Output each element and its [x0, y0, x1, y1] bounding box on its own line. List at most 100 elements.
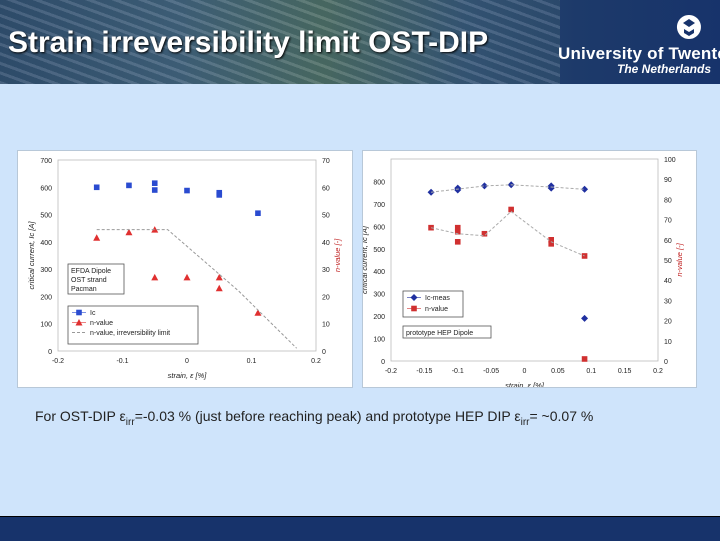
university-logo-icon [676, 15, 701, 39]
y-tick-label: 400 [40, 240, 52, 247]
legend-swatch [76, 309, 82, 316]
data-point [216, 192, 223, 198]
x-tick-label: 0.05 [551, 368, 565, 375]
y2-tick-label: 40 [664, 278, 672, 285]
y2-tick-label: 100 [664, 157, 676, 164]
x-tick-label: 0.2 [653, 368, 663, 375]
irr-subscript: irr [520, 416, 530, 428]
conclusion-text: For OST-DIP εirr=-0.03 % (just before re… [35, 408, 593, 428]
annotation-text: prototype HEP Dipole [406, 330, 473, 337]
conclusion-middle: =-0.03 % (just before reaching peak) and… [134, 408, 515, 424]
y2-tick-label: 30 [322, 267, 330, 274]
y-axis-label: critical current, Ic [A] [363, 225, 369, 294]
legend-label: Ic-meas [425, 295, 450, 302]
header-photo [0, 0, 560, 84]
data-point [126, 182, 132, 189]
series-line [430, 210, 585, 257]
y2-tick-label: 0 [664, 359, 668, 366]
header-banner: Strain irreversibility limit OST-DIP Uni… [0, 0, 720, 84]
y2-tick-label: 30 [664, 298, 672, 305]
data-point [184, 187, 190, 194]
y-tick-label: 600 [373, 224, 385, 231]
y-tick-label: 500 [40, 213, 52, 220]
data-point [581, 185, 589, 193]
data-point [254, 309, 262, 316]
y-tick-label: 600 [40, 185, 52, 192]
y-tick-label: 100 [40, 322, 52, 329]
y2-tick-label: 0 [322, 349, 326, 356]
y-tick-label: 400 [373, 269, 385, 276]
epsilon-symbol: ε [514, 408, 521, 424]
x-tick-label: 0 [523, 368, 527, 375]
y-tick-label: 0 [48, 349, 52, 356]
data-point [255, 210, 261, 217]
y2-tick-label: 20 [664, 319, 672, 326]
series-line [96, 229, 298, 349]
y-tick-label: 100 [373, 337, 385, 344]
y2-tick-label: 50 [322, 213, 330, 220]
annotation-text: OST strand [71, 277, 107, 284]
data-point [481, 230, 488, 237]
data-point [183, 273, 191, 281]
legend-box [67, 305, 199, 345]
data-point [151, 180, 158, 186]
chart-ofs-dip: 0 100 200 300 400 500 600 700 0 10 20 30 40 50 60 70 -0.… [27, 158, 342, 380]
y2-tick-label: 60 [664, 238, 672, 245]
chart-panel-left: 0 100 200 300 400 500 600 700 0 10 20 30 40 50 60 70 -0.… [17, 150, 353, 388]
x-tick-label: -0.1 [452, 368, 464, 375]
x-tick-label: 0.1 [586, 368, 596, 375]
y-tick-label: 0 [381, 359, 385, 366]
y-tick-label: 300 [373, 292, 385, 299]
epsilon-symbol: ε [119, 408, 126, 424]
university-country: The Netherlands [617, 62, 712, 76]
y-tick-label: 200 [40, 294, 52, 301]
x-tick-label: -0.1 [116, 358, 128, 365]
annotation-box [402, 325, 492, 339]
legend-swatch [75, 319, 83, 326]
y-tick-label: 800 [373, 179, 385, 186]
legend-label: n-value [425, 306, 448, 313]
x-axis-label: strain, ε [%] [505, 381, 545, 387]
data-point [215, 284, 223, 292]
x-tick-label: 0.2 [311, 358, 321, 365]
university-name: University of Twente [558, 44, 720, 63]
legend-label: n-value [90, 320, 113, 327]
footer-bar [0, 516, 720, 541]
annotation-box [67, 263, 125, 295]
data-point [427, 188, 435, 196]
annotation-text: Pacman [71, 286, 97, 293]
x-tick-label: -0.2 [52, 358, 64, 365]
irr-subscript: irr [125, 416, 135, 428]
chart-hep-dipole: 0100200300400500600700800010203040506070… [360, 157, 684, 390]
y2-axis-label: n-value [-] [675, 242, 684, 276]
data-point [581, 253, 588, 259]
x-tick-label: -0.05 [483, 368, 499, 375]
x-tick-label: -0.2 [385, 368, 397, 375]
annotation-text: EFDA Dipole [71, 268, 111, 275]
data-point [548, 237, 554, 243]
data-point [93, 184, 100, 191]
conclusion-prefix: For OST-DIP [35, 408, 120, 424]
x-axis-label: strain, ε [%] [168, 371, 208, 380]
y2-tick-label: 60 [322, 185, 330, 192]
legend-label: n-value, irreversibility limit [90, 330, 170, 337]
data-point [548, 241, 554, 247]
data-point [151, 187, 158, 193]
y2-tick-label: 10 [322, 322, 330, 329]
data-point [93, 234, 101, 241]
x-tick-label: 0.15 [618, 368, 632, 375]
chart-panel-right: 0 100 200 300 400 500 600 700 800 0 10 20 30 40 50 60 70… [360, 150, 697, 390]
y-tick-label: 300 [40, 267, 52, 274]
y2-tick-label: 80 [664, 197, 672, 204]
y2-tick-label: 20 [322, 294, 330, 301]
x-tick-label: 0 [185, 358, 189, 365]
data-point [428, 224, 434, 231]
legend-swatch [411, 305, 417, 312]
data-point [547, 184, 555, 192]
data-point [151, 273, 159, 281]
legend-label: Ic [90, 310, 96, 317]
conclusion-suffix: = ~0.07 % [529, 408, 594, 424]
y-tick-label: 200 [373, 314, 385, 321]
data-point [125, 228, 133, 236]
data-point [454, 224, 461, 231]
